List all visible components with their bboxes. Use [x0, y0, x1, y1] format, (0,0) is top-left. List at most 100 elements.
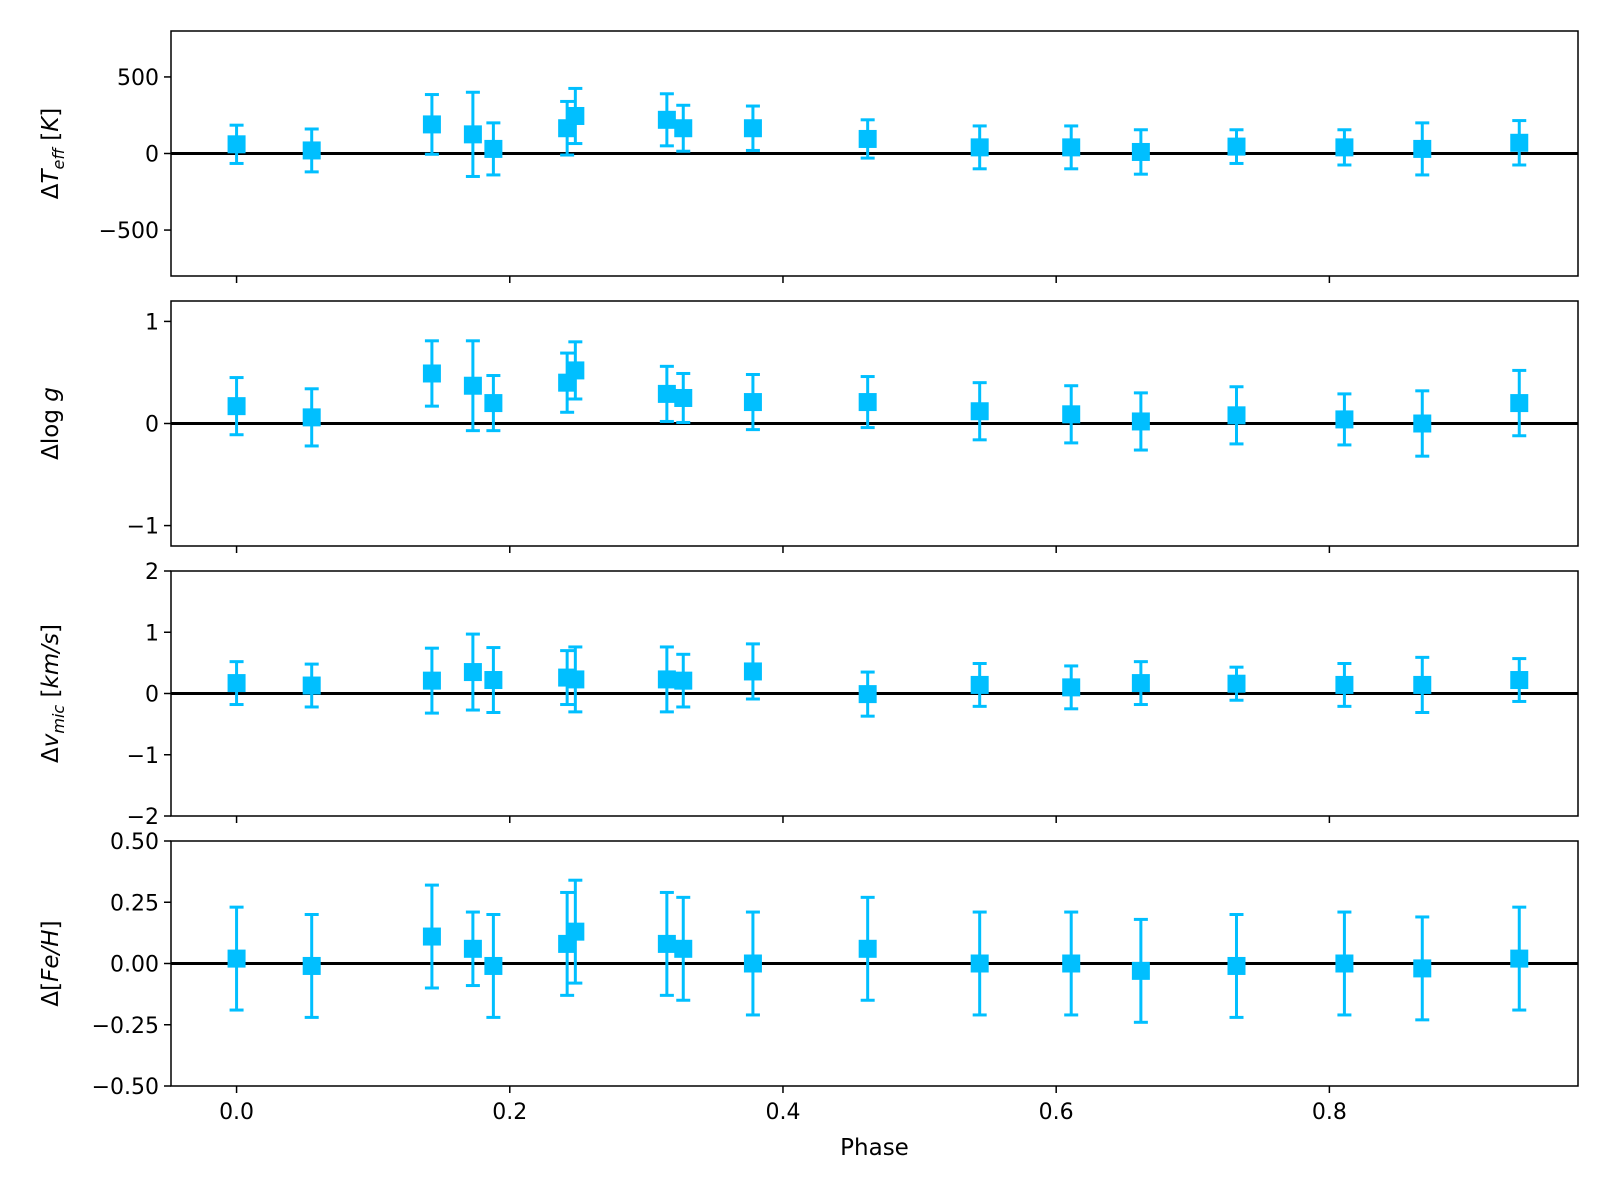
data-point — [743, 954, 762, 973]
y-tick-label: −0.25 — [92, 1014, 159, 1039]
data-point — [1413, 139, 1432, 158]
data-point — [566, 361, 585, 380]
data-point — [743, 662, 762, 681]
data-point — [657, 110, 676, 129]
data-point — [484, 956, 503, 975]
x-tick-label: 0.8 — [1312, 1100, 1347, 1125]
data-point — [1062, 678, 1081, 697]
y-tick-label: 0 — [145, 683, 159, 708]
data-point — [1227, 406, 1246, 425]
data-point — [858, 685, 877, 704]
y-tick-label: 0.00 — [110, 953, 159, 978]
y-tick-label: −0.50 — [92, 1075, 159, 1100]
data-point — [1335, 954, 1354, 973]
data-point — [227, 674, 246, 693]
y-tick-label: 500 — [117, 66, 159, 91]
data-point — [1510, 394, 1529, 413]
data-point — [970, 138, 989, 157]
plot-frame — [170, 840, 1579, 1087]
data-point — [743, 119, 762, 138]
data-point — [463, 125, 482, 144]
data-point — [484, 139, 503, 158]
panel-delta-teff: 500 0 −500 ΔTeff [K] — [38, 30, 1579, 283]
data-point — [1062, 954, 1081, 973]
data-point — [227, 949, 246, 968]
data-point — [1227, 674, 1246, 693]
x-tick-label: 0.0 — [219, 1100, 254, 1125]
data-point — [657, 934, 676, 953]
data-point — [484, 671, 503, 690]
data-point — [227, 135, 246, 154]
data-point — [422, 115, 441, 134]
data-point — [674, 388, 693, 407]
data-point — [1510, 671, 1529, 690]
plot-frame — [170, 300, 1579, 547]
data-point — [422, 927, 441, 946]
data-point — [858, 129, 877, 148]
data-point — [858, 393, 877, 412]
data-point — [484, 394, 503, 413]
y-tick-label: 0.25 — [110, 891, 159, 916]
y-tick-label: 0 — [145, 143, 159, 168]
data-point — [674, 671, 693, 690]
data-point — [1335, 410, 1354, 429]
y-tick-label: 1 — [145, 310, 159, 335]
data-point — [1131, 961, 1150, 980]
x-tick-label: 0.6 — [1039, 1100, 1074, 1125]
data-point — [422, 671, 441, 690]
data-point — [422, 364, 441, 383]
y-tick-label: −2 — [127, 805, 159, 830]
data-point — [227, 397, 246, 416]
y-tick-label: −1 — [127, 515, 159, 540]
x-tick-label: 0.4 — [765, 1100, 800, 1125]
data-point — [463, 663, 482, 682]
plot-frame — [170, 570, 1579, 817]
data-point — [566, 922, 585, 941]
data-point — [463, 376, 482, 395]
data-point — [674, 119, 693, 138]
data-point — [1413, 414, 1432, 433]
x-axis-label: Phase — [840, 1135, 909, 1161]
data-point — [1131, 142, 1150, 161]
y-tick-label: 2 — [145, 560, 159, 585]
data-point — [1062, 138, 1081, 157]
y-axis-label: Δlog g — [38, 387, 64, 460]
data-point — [1227, 137, 1246, 156]
data-point — [302, 676, 321, 695]
x-tick-label: 0.2 — [492, 1100, 527, 1125]
data-point — [1335, 138, 1354, 157]
plot-frame — [170, 30, 1579, 277]
y-tick-label: 0.50 — [110, 830, 159, 855]
data-point — [657, 670, 676, 689]
panel-delta-vmic: 2 1 0 −1 −2 Δvmic [km/s] — [38, 560, 1579, 830]
data-point — [970, 675, 989, 694]
data-point — [970, 402, 989, 421]
data-point — [1335, 675, 1354, 694]
data-point — [566, 670, 585, 689]
data-point — [302, 141, 321, 160]
y-tick-label: 1 — [145, 621, 159, 646]
y-axis-label: Δvmic [km/s] — [38, 624, 68, 763]
data-point — [1131, 412, 1150, 431]
data-point — [743, 393, 762, 412]
data-point — [1227, 956, 1246, 975]
data-point — [566, 106, 585, 125]
y-tick-label: −1 — [127, 744, 159, 769]
data-point — [657, 384, 676, 403]
data-point — [858, 939, 877, 958]
data-point — [302, 956, 321, 975]
data-point — [463, 939, 482, 958]
data-point — [1131, 674, 1150, 693]
panel-delta-feh: 0.50 0.25 0.00 −0.25 −0.50 0.0 0.2 0.4 0.6 0.8 Δ[F… — [38, 830, 1579, 1161]
y-tick-label: −500 — [99, 219, 159, 244]
data-point — [302, 408, 321, 427]
data-point — [1413, 675, 1432, 694]
data-point — [1062, 405, 1081, 424]
data-point — [1510, 949, 1529, 968]
data-point — [674, 939, 693, 958]
data-point — [970, 954, 989, 973]
panel-delta-logg: 1 0 −1 Δlog g — [38, 300, 1579, 553]
y-tick-label: 0 — [145, 413, 159, 438]
data-point — [1413, 959, 1432, 978]
